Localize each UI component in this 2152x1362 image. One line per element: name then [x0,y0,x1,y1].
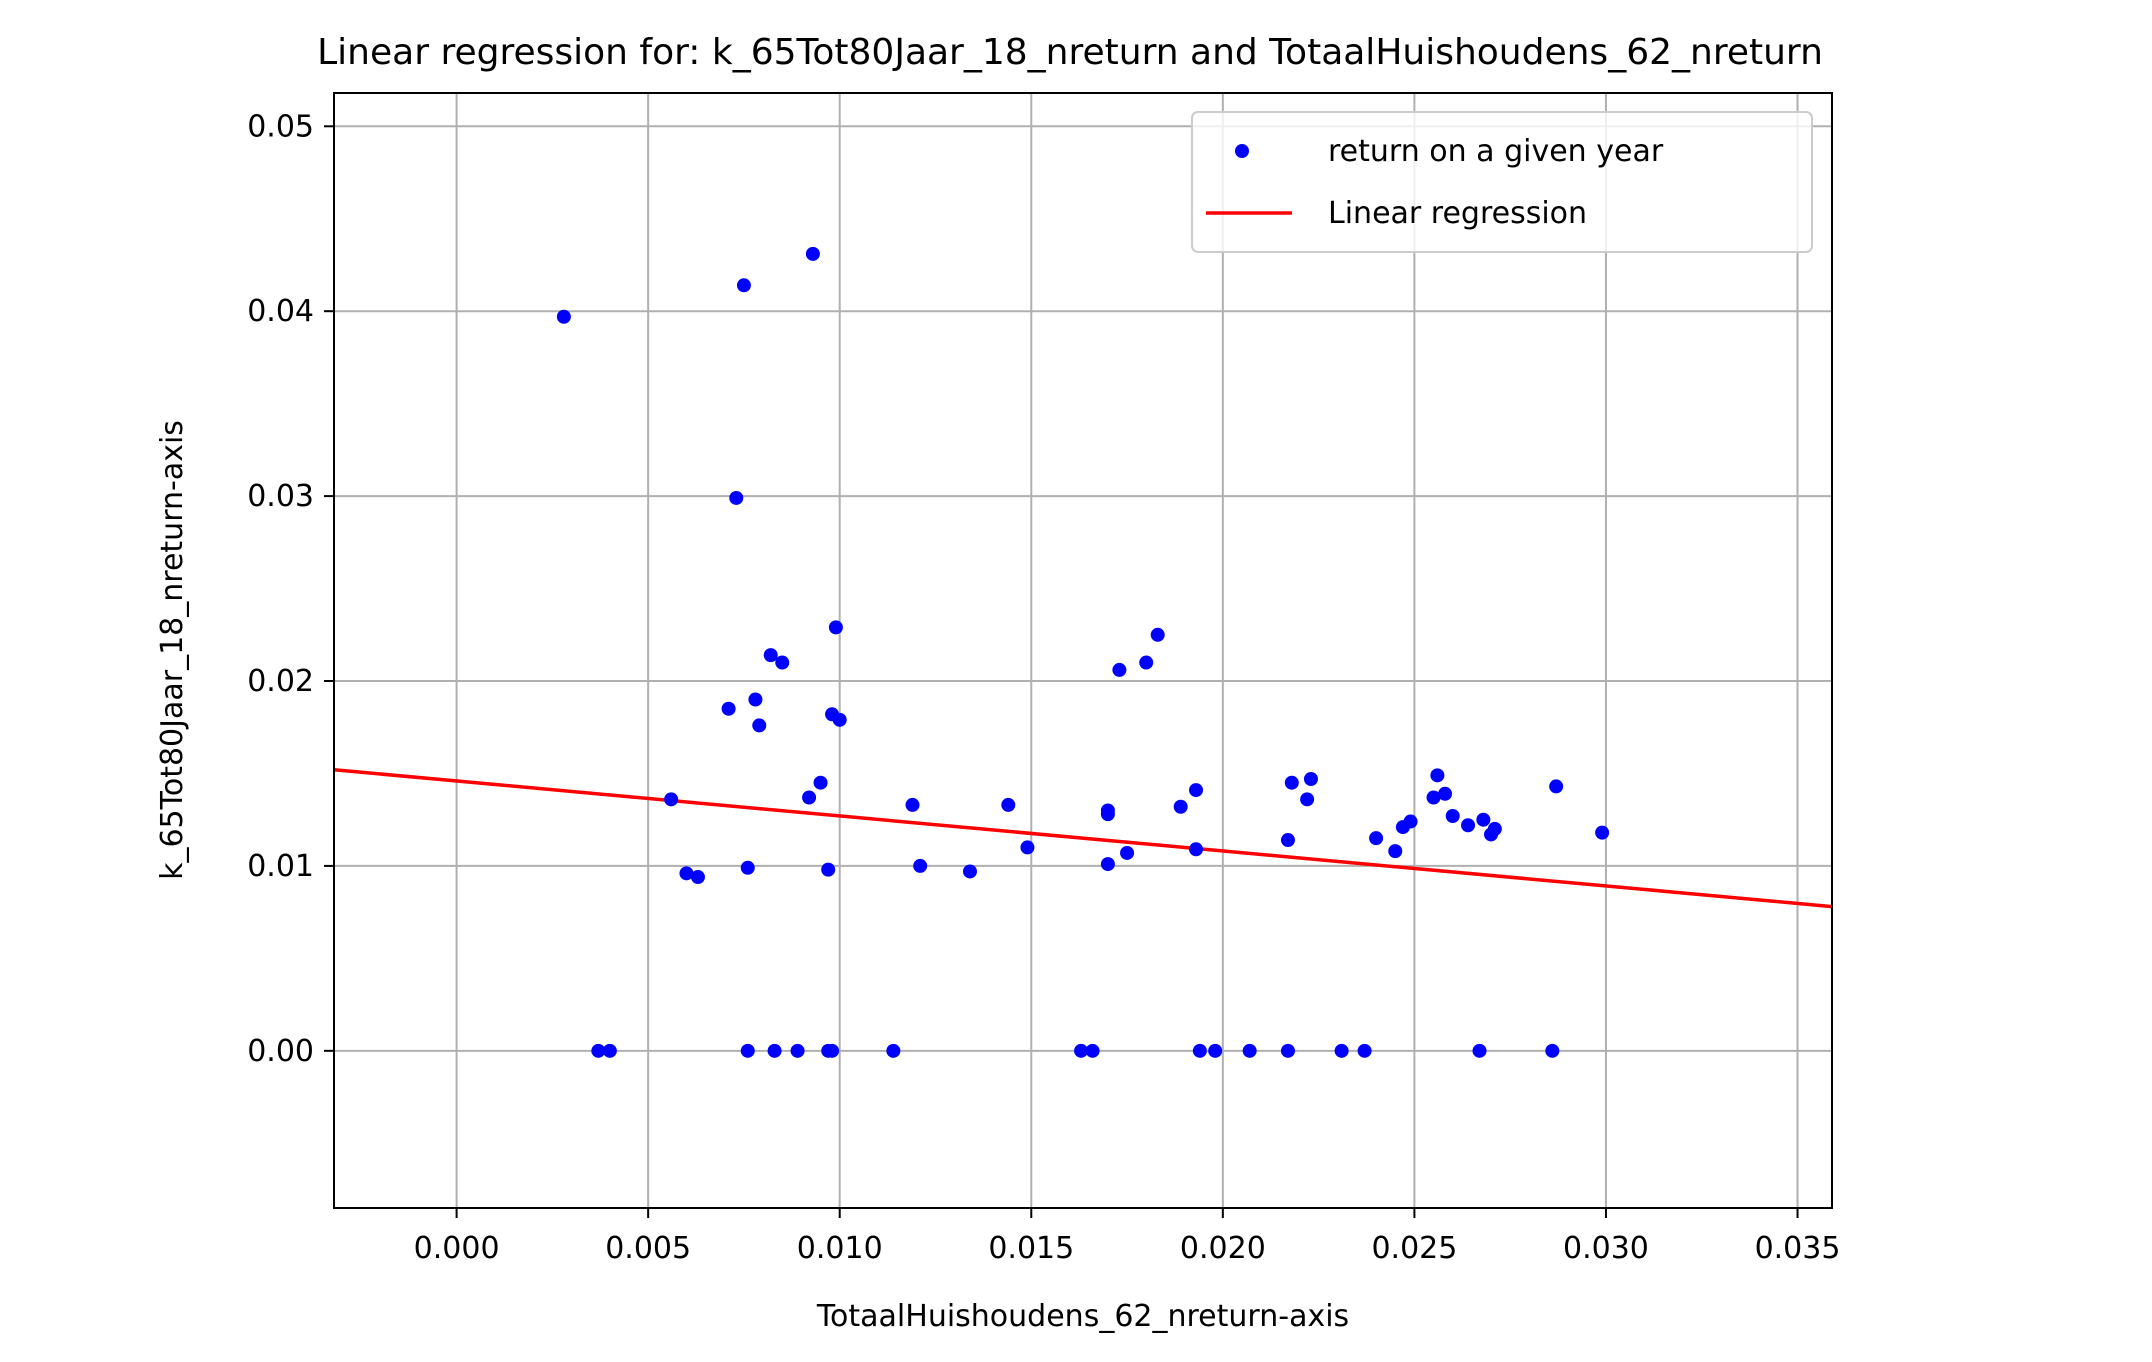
scatter-point [1545,1043,1560,1058]
scatter-point [913,858,928,873]
regression-line-layer [333,768,1833,909]
scatter-point [1595,825,1610,840]
scatter-point [813,775,828,790]
x-tick-label: 0.010 [797,1231,883,1266]
plot-area-frame [333,92,1833,1209]
x-tick-label: 0.015 [988,1231,1074,1266]
scatter-point [729,490,744,505]
y-axis-label: k_65Tot80Jaar_18_nreturn-axis [155,420,190,880]
scatter-point [775,655,790,670]
legend-label-regression: Linear regression [1328,196,1587,231]
scatter-points [556,246,1610,1058]
scatter-point [1173,799,1188,814]
legend-marker-scatter [1235,144,1249,158]
y-tick-label: 0.01 [247,849,314,884]
x-tick-label: 0.030 [1563,1231,1649,1266]
scatter-point [1438,786,1453,801]
scatter-point [1300,792,1315,807]
x-tick-label: 0.035 [1755,1231,1841,1266]
scatter-point [1189,783,1204,798]
y-tick-label: 0.05 [247,109,314,144]
scatter-point [1280,833,1295,848]
scatter-point [1020,840,1035,855]
y-tick-label: 0.02 [247,664,314,699]
scatter-point [1074,1043,1089,1058]
legend-label-scatter: return on a given year [1328,134,1664,169]
regression-line [333,768,1833,909]
scatter-point [1085,1043,1100,1058]
scatter-point [825,1043,840,1058]
scatter-point [821,862,836,877]
scatter-point [736,278,751,293]
x-tick-label: 0.020 [1180,1231,1266,1266]
scatter-point [1242,1043,1257,1058]
scatter-point [602,1043,617,1058]
scatter-point [1284,775,1299,790]
legend: return on a given year Linear regression [1191,111,1813,253]
scatter-point [1334,1043,1349,1058]
x-tick-label: 0.005 [605,1231,691,1266]
legend-box [1191,111,1813,253]
scatter-point [1487,821,1502,836]
scatter-point [1280,1043,1295,1058]
scatter-point [1112,662,1127,677]
y-tick-label: 0.04 [247,294,314,329]
scatter-point [1445,808,1460,823]
scatter-point [832,712,847,727]
scatter-point [752,718,767,733]
scatter-point [1100,857,1115,872]
x-axis-ticks: 0.000 0.005 0.010 0.015 0.020 0.025 0.030 0.035 [414,1208,1841,1266]
y-tick-label: 0.00 [247,1034,314,1069]
scatter-point [1472,1043,1487,1058]
scatter-point [886,1043,901,1058]
scatter-point [1403,814,1418,829]
scatter-point [828,620,843,635]
scatter-point [1357,1043,1372,1058]
scatter-point [1549,779,1564,794]
scatter-point [664,792,679,807]
x-tick-label: 0.025 [1371,1231,1457,1266]
scatter-point [905,797,920,812]
scatter-point [1461,818,1476,833]
scatter-point [1189,842,1204,857]
scatter-point [1476,812,1491,827]
scatter-point [763,648,778,663]
scatter-point [1150,627,1165,642]
scatter-point [962,864,977,879]
scatter-point [767,1043,782,1058]
scatter-point [740,1043,755,1058]
scatter-point [1192,1043,1207,1058]
scatter-point [1303,772,1318,787]
x-tick-label: 0.000 [414,1231,500,1266]
scatter-point [805,246,820,261]
scatter-point [1426,790,1441,805]
chart-title: Linear regression for: k_65Tot80Jaar_18_… [317,32,1823,73]
scatter-point [679,866,694,881]
scatter-point [1001,797,1016,812]
scatter-point [790,1043,805,1058]
scatter-point [721,701,736,716]
scatter-point [740,860,755,875]
x-axis-label: TotaalHuishoudens_62_nreturn-axis [816,1299,1349,1334]
scatter-point [802,790,817,805]
y-tick-label: 0.03 [247,479,314,514]
scatter-point [1388,844,1403,859]
y-axis-ticks: 0.00 0.01 0.02 0.03 0.04 0.05 [247,109,334,1069]
scatter-point [556,309,571,324]
scatter-point [1120,845,1135,860]
scatter-point [1100,807,1115,822]
scatter-point [690,870,705,885]
scatter-point [1139,655,1154,670]
scatter-point [1369,831,1384,846]
scatter-point [748,692,763,707]
scatter-point [1208,1043,1223,1058]
scatter-point [1430,768,1445,783]
scatter-point [591,1043,606,1058]
grid-lines [334,93,1832,1208]
